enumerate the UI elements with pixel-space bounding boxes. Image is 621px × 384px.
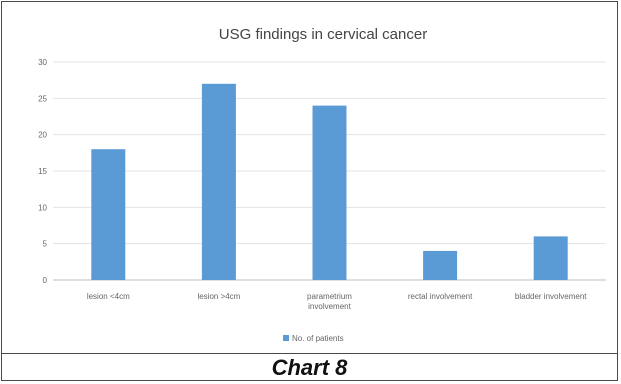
y-axis-ticks: 0 5 10 15 20 25 30 (38, 58, 47, 285)
legend-swatch (283, 335, 289, 341)
legend: No. of patients (283, 334, 344, 343)
x-axis-labels: lesion <4cm lesion >4cm parametriuminvolve… (87, 292, 587, 311)
y-tick-label: 15 (38, 167, 47, 176)
x-tick-label: lesion >4cm (197, 292, 240, 301)
y-tick-label: 25 (38, 94, 47, 103)
bar-chart: USG findings in cervical cancer 0 5 10 15 20… (38, 26, 606, 343)
chart-area: USG findings in cervical cancer 0 5 10 15 20… (3, 3, 618, 353)
x-tick-label: involvement (308, 302, 351, 311)
y-tick-label: 20 (38, 131, 47, 140)
x-tick-label: parametrium (307, 292, 352, 301)
chart-title: USG findings in cervical cancer (219, 26, 427, 43)
x-tick-label: lesion <4cm (87, 292, 130, 301)
x-tick-label: bladder involvement (515, 292, 587, 301)
y-tick-label: 10 (38, 203, 47, 212)
bars (91, 83, 568, 280)
bar (91, 149, 126, 280)
x-tick-label: rectal involvement (408, 292, 473, 301)
legend-label: No. of patients (292, 334, 344, 343)
y-tick-label: 30 (38, 58, 47, 67)
bar (312, 105, 347, 280)
caption-divider (2, 353, 617, 354)
y-tick-label: 5 (43, 240, 48, 249)
y-tick-label: 0 (43, 276, 48, 285)
figure-caption: Chart 8 (271, 355, 348, 380)
bar (533, 236, 568, 280)
bar (201, 83, 236, 280)
bar (423, 250, 458, 280)
